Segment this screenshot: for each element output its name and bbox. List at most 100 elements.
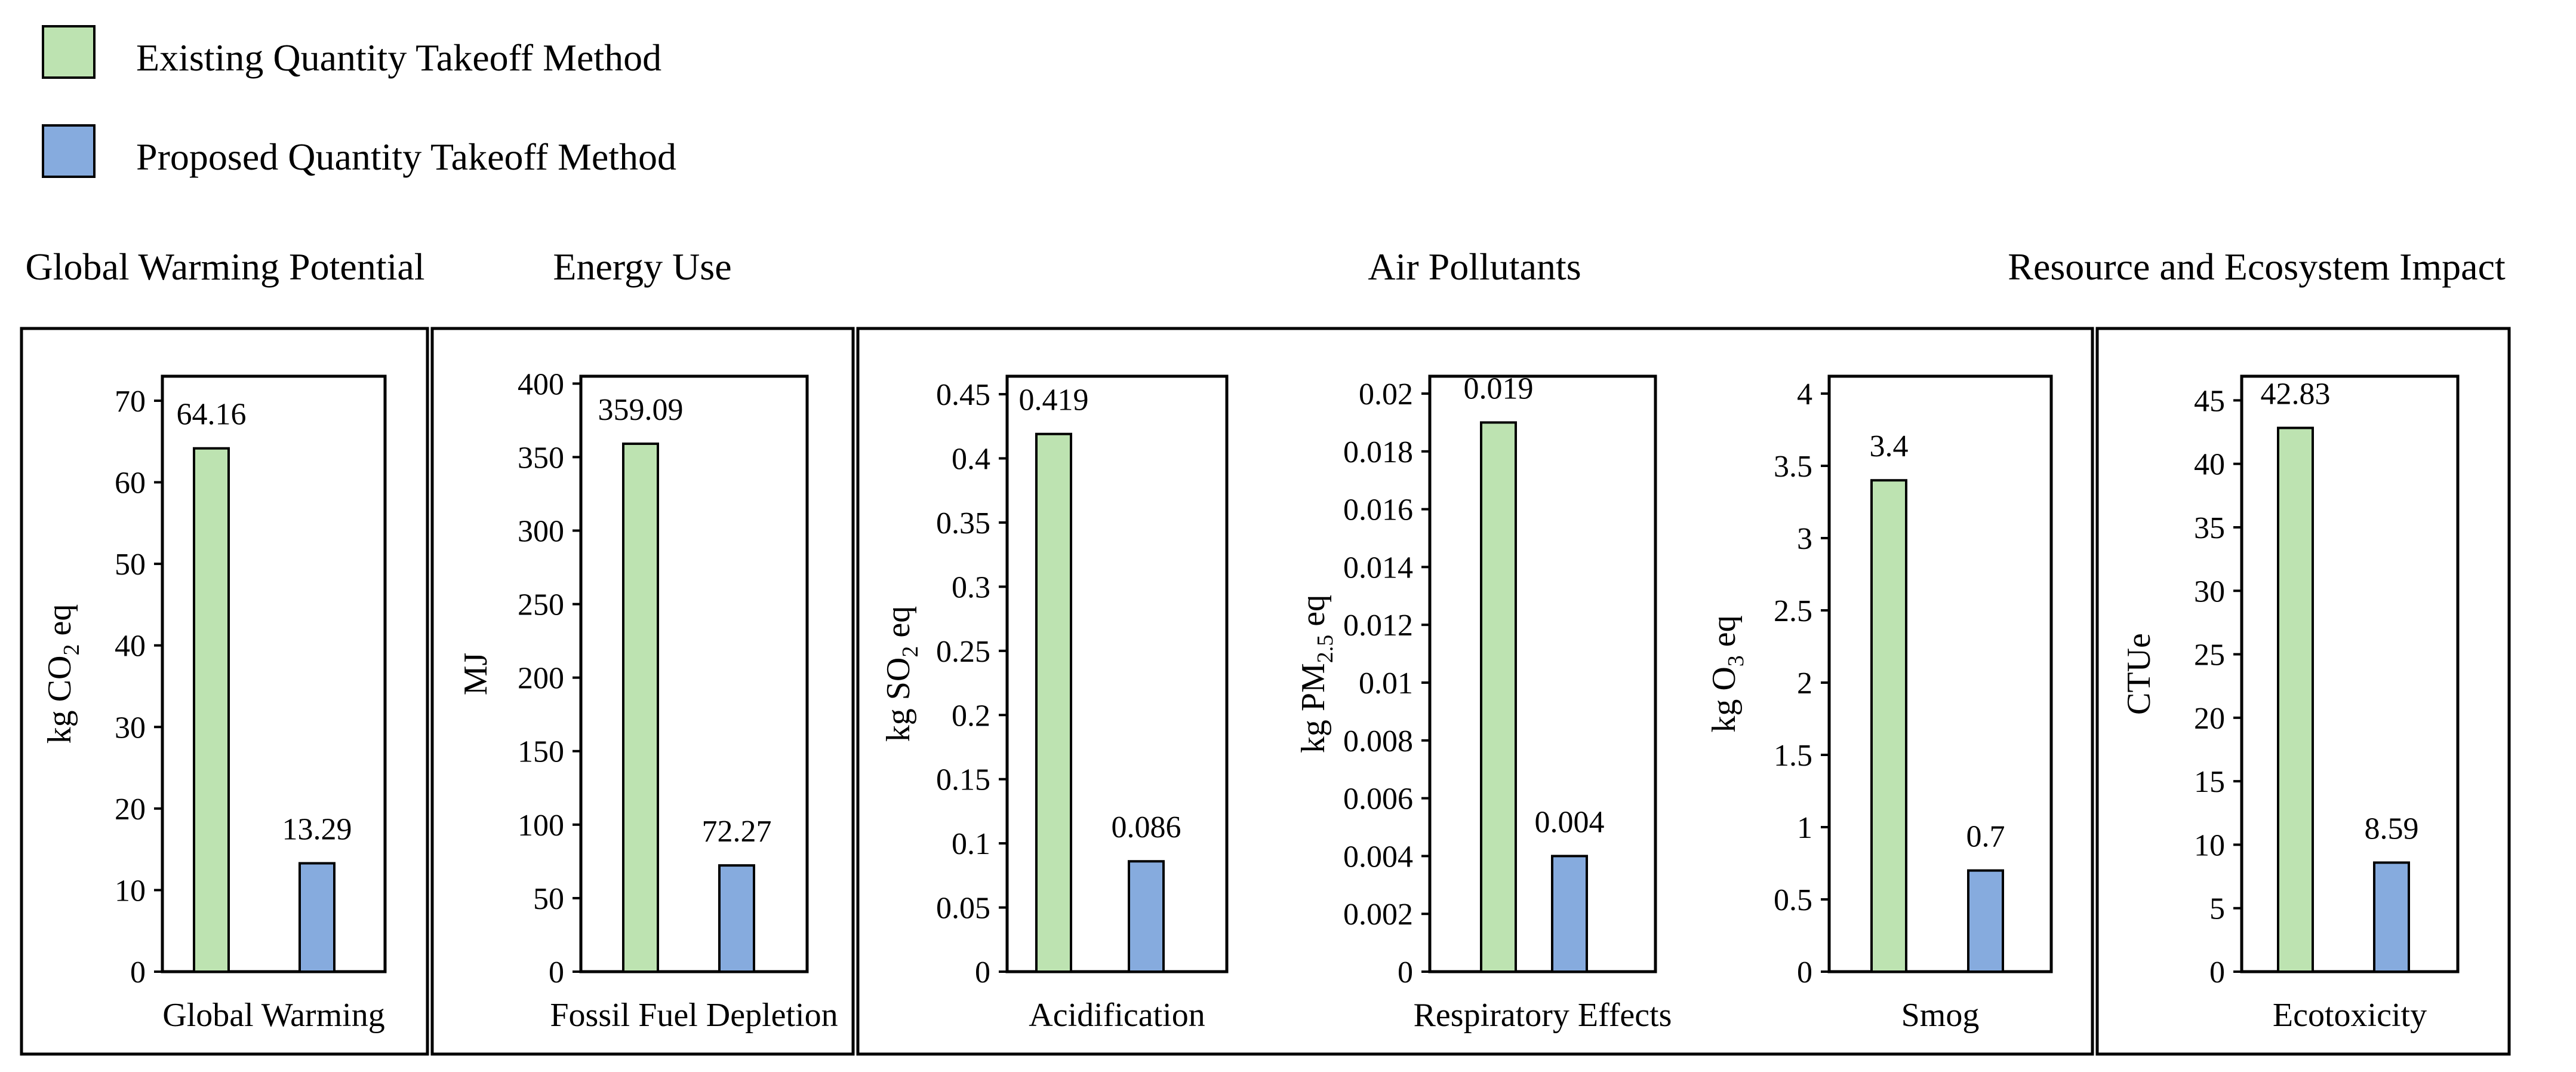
y-tick-label: 0.25 xyxy=(936,635,990,669)
legend-label-proposed: Proposed Quantity Takeoff Method xyxy=(136,136,676,178)
y-tick-label: 100 xyxy=(518,809,564,843)
y-tick-label: 1 xyxy=(1797,811,1812,845)
panel-global-warming: 0 10 20 30 40 50 60 70 64.16 13.29 Global Warming k… xyxy=(41,374,387,1034)
bar-proposed-fossil-fuel-depletion xyxy=(718,864,755,973)
y-tick-label: 40 xyxy=(115,629,146,664)
bar-proposed-respiratory-effects xyxy=(1551,855,1588,973)
category-label-fossil-fuel-depletion: Fossil Fuel Depletion xyxy=(550,997,838,1034)
bar-proposed-ecotoxicity xyxy=(2373,861,2410,973)
legend-swatch-existing xyxy=(42,25,96,79)
y-tick-label: 25 xyxy=(2194,638,2225,672)
category-label-global-warming: Global Warming xyxy=(162,997,384,1034)
bar-existing-acidification xyxy=(1035,432,1072,973)
y-tick-label: 0.008 xyxy=(1343,724,1413,758)
y-axis-label-respiratory-effects: kg PM2.5 eq xyxy=(1295,595,1338,753)
y-tick-label: 40 xyxy=(2194,448,2225,482)
y-axis-label-ecotoxicity: CTUe xyxy=(2120,633,2158,715)
plot-frame-global-warming xyxy=(161,374,387,973)
y-axis-label-smog: kg O3 eq xyxy=(1706,615,1749,732)
y-axis-label-main: kg SO xyxy=(880,658,917,742)
y-axis-label-acidification: kg SO2 eq xyxy=(880,606,923,742)
plot-frame-ecotoxicity xyxy=(2240,374,2460,973)
y-tick-label: 0 xyxy=(1398,956,1413,990)
y-tick-label: 50 xyxy=(533,882,564,916)
y-tick-label: 0 xyxy=(2209,956,2225,990)
y-tick-label: 5 xyxy=(2209,892,2225,926)
y-axis-label-global-warming: kg CO2 eq xyxy=(41,604,84,744)
value-label: 64.16 xyxy=(177,398,247,432)
category-label-ecotoxicity: Ecotoxicity xyxy=(2273,997,2427,1034)
group-title-air-pollutants: Air Pollutants xyxy=(1368,245,1581,288)
y-tick-label: 0.5 xyxy=(1774,883,1812,917)
y-tick-label: 0.2 xyxy=(952,699,990,733)
legend-label-existing: Existing Quantity Takeoff Method xyxy=(136,36,661,79)
y-tick-label: 400 xyxy=(518,367,564,401)
y-tick-label: 3.5 xyxy=(1774,450,1812,484)
y-tick-label: 30 xyxy=(2194,575,2225,609)
value-label: 0.7 xyxy=(1966,820,2005,854)
panel-ecotoxicity: 0 5 10 15 20 25 30 35 40 45 42.83 8.59 Ecotoxicity CT… xyxy=(2120,374,2460,1034)
group-title-resource-ecosystem: Resource and Ecosystem Impact xyxy=(2008,245,2506,288)
legend: Existing Quantity Takeoff Method Propose… xyxy=(42,25,676,178)
category-label-smog: Smog xyxy=(1901,997,1980,1034)
value-label: 13.29 xyxy=(282,812,352,846)
y-axis-label-fossil-fuel-depletion: MJ xyxy=(457,653,494,696)
y-axis-label-subscript: 3 xyxy=(1724,655,1749,666)
y-tick-label: 0.01 xyxy=(1359,666,1413,701)
y-axis-label-subscript: 2.5 xyxy=(1313,635,1338,664)
y-tick-label: 0.006 xyxy=(1343,782,1413,816)
y-tick-label: 0 xyxy=(549,956,564,990)
y-tick-label: 0.35 xyxy=(936,506,990,540)
y-tick-label: 60 xyxy=(115,466,146,500)
y-tick-label: 0.02 xyxy=(1359,377,1413,411)
y-tick-label: 45 xyxy=(2194,384,2225,418)
bar-proposed-acidification xyxy=(1128,860,1165,973)
group-frame-air-pollutants xyxy=(856,327,2094,1056)
panel-respiratory-effects: 0 0.002 0.004 0.006 0.008 0.01 0.012 0.014 0.016… xyxy=(1295,371,1672,1034)
value-label: 42.83 xyxy=(2261,377,2331,411)
y-tick-label: 3 xyxy=(1797,522,1812,556)
bar-existing-smog xyxy=(1870,479,1907,973)
y-tick-label: 0.45 xyxy=(936,378,990,412)
y-tick-label: 350 xyxy=(518,441,564,475)
y-axis-label-tail: eq xyxy=(1706,615,1743,655)
value-label: 0.419 xyxy=(1019,383,1089,417)
y-tick-label: 10 xyxy=(115,874,146,908)
y-axis-label-subscript: 2 xyxy=(59,644,84,656)
bar-existing-respiratory-effects xyxy=(1480,421,1517,973)
category-label-acidification: Acidification xyxy=(1029,997,1205,1034)
y-tick-label: 50 xyxy=(115,548,146,582)
y-tick-label: 35 xyxy=(2194,511,2225,545)
y-tick-label: 70 xyxy=(115,385,146,419)
panel-fossil-fuel-depletion: 0 50 100 150 200 250 300 350 400 359.09 72.27 Fossi… xyxy=(457,367,838,1034)
y-tick-label: 0.4 xyxy=(952,443,990,477)
plot-frame-respiratory-effects xyxy=(1428,374,1657,973)
panel-acidification: 0 0.05 0.1 0.15 0.2 0.25 0.3 0.35 0.4 0.45 0.419 0.… xyxy=(880,374,1229,1034)
y-tick-label: 0.016 xyxy=(1343,493,1413,527)
y-axis-label-main: MJ xyxy=(457,653,494,696)
y-axis-label-main: kg PM xyxy=(1295,663,1332,753)
y-tick-label: 0 xyxy=(130,956,146,990)
y-tick-label: 4 xyxy=(1797,377,1812,411)
y-tick-label: 0.1 xyxy=(952,827,990,861)
y-tick-label: 2.5 xyxy=(1774,594,1812,628)
category-label-respiratory-effects: Respiratory Effects xyxy=(1414,997,1672,1034)
y-axis-label-tail: eq xyxy=(1295,595,1332,635)
legend-swatch-proposed xyxy=(42,124,96,178)
value-label: 3.4 xyxy=(1870,429,1909,463)
y-tick-label: 20 xyxy=(115,793,146,827)
bar-existing-global-warming xyxy=(193,447,230,973)
y-tick-label: 0 xyxy=(1797,956,1812,990)
y-axis-label-main: kg CO xyxy=(41,656,78,744)
value-label: 0.019 xyxy=(1464,371,1534,406)
bar-proposed-smog xyxy=(1967,869,2004,973)
y-axis-label-tail: eq xyxy=(880,606,917,646)
y-tick-label: 0.002 xyxy=(1343,898,1413,932)
value-label: 72.27 xyxy=(702,815,772,849)
bar-existing-fossil-fuel-depletion xyxy=(622,443,659,973)
y-tick-label: 150 xyxy=(518,735,564,769)
value-label: 8.59 xyxy=(2365,812,2419,846)
y-tick-label: 0 xyxy=(975,956,990,990)
plot-frame-fossil-fuel-depletion xyxy=(579,374,809,973)
